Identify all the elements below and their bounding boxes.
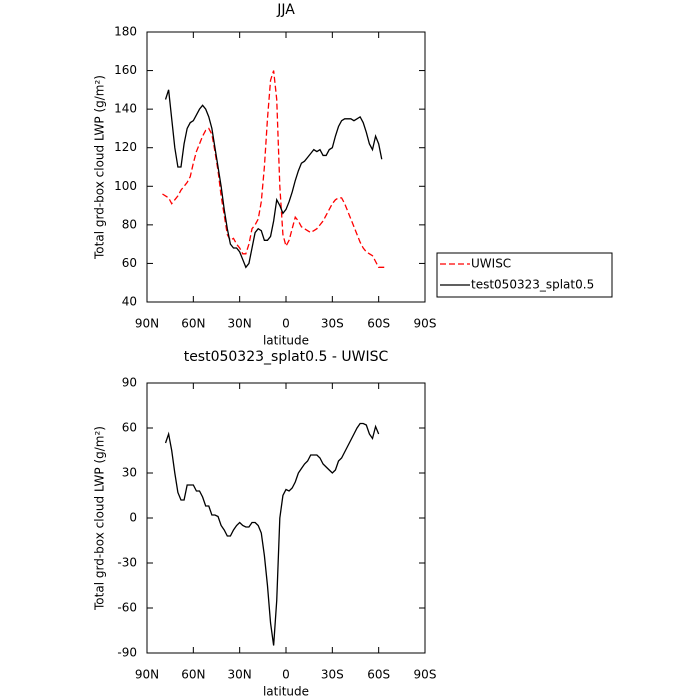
y-tick-label: 100 bbox=[114, 179, 137, 193]
x-tick-label: 30S bbox=[321, 317, 344, 331]
x-tick-label: 90S bbox=[414, 668, 437, 682]
y-tick-label: 40 bbox=[122, 295, 137, 309]
legend-box bbox=[436, 252, 613, 298]
x-axis-label: latitude bbox=[263, 334, 309, 348]
plot-frame bbox=[146, 382, 426, 654]
legend-label: UWISC bbox=[471, 257, 511, 271]
x-tick-label: 90S bbox=[414, 317, 437, 331]
x-tick-label: 60N bbox=[181, 668, 205, 682]
chart-title: JJA bbox=[276, 2, 295, 18]
x-tick-label: 60S bbox=[367, 317, 390, 331]
y-tick-label: 80 bbox=[122, 217, 137, 231]
x-axis-label: latitude bbox=[263, 685, 309, 699]
chart-title: test050323_splat0.5 - UWISC bbox=[184, 349, 389, 365]
data-line bbox=[162, 70, 385, 268]
x-tick-label: 90N bbox=[135, 317, 159, 331]
y-tick-label: -90 bbox=[117, 646, 137, 660]
y-tick-label: 120 bbox=[114, 140, 137, 154]
data-line bbox=[164, 422, 380, 646]
legend-label: test050323_splat0.5 bbox=[471, 278, 594, 292]
x-tick-label: 0 bbox=[282, 668, 290, 682]
y-tick-label: 0 bbox=[129, 511, 137, 525]
y-tick-label: 140 bbox=[114, 102, 137, 116]
y-tick-label: 90 bbox=[122, 376, 137, 390]
x-tick-label: 30N bbox=[228, 317, 252, 331]
y-axis-label: Total grd-box cloud LWP (g/m²) bbox=[93, 426, 107, 611]
y-tick-label: 60 bbox=[122, 256, 137, 270]
y-tick-label: 160 bbox=[114, 63, 137, 77]
y-tick-label: -60 bbox=[117, 601, 137, 615]
x-tick-label: 60N bbox=[181, 317, 205, 331]
x-tick-label: 90N bbox=[135, 668, 159, 682]
y-tick-label: 30 bbox=[122, 466, 137, 480]
plot-frame bbox=[146, 31, 426, 303]
x-tick-label: 30N bbox=[228, 668, 252, 682]
x-tick-label: 30S bbox=[321, 668, 344, 682]
x-tick-label: 60S bbox=[367, 668, 390, 682]
x-tick-label: 0 bbox=[282, 317, 290, 331]
y-tick-label: -30 bbox=[117, 556, 137, 570]
y-tick-label: 180 bbox=[114, 25, 137, 39]
y-axis-label: Total grd-box cloud LWP (g/m²) bbox=[93, 75, 107, 260]
data-line bbox=[164, 89, 383, 269]
y-tick-label: 60 bbox=[122, 421, 137, 435]
